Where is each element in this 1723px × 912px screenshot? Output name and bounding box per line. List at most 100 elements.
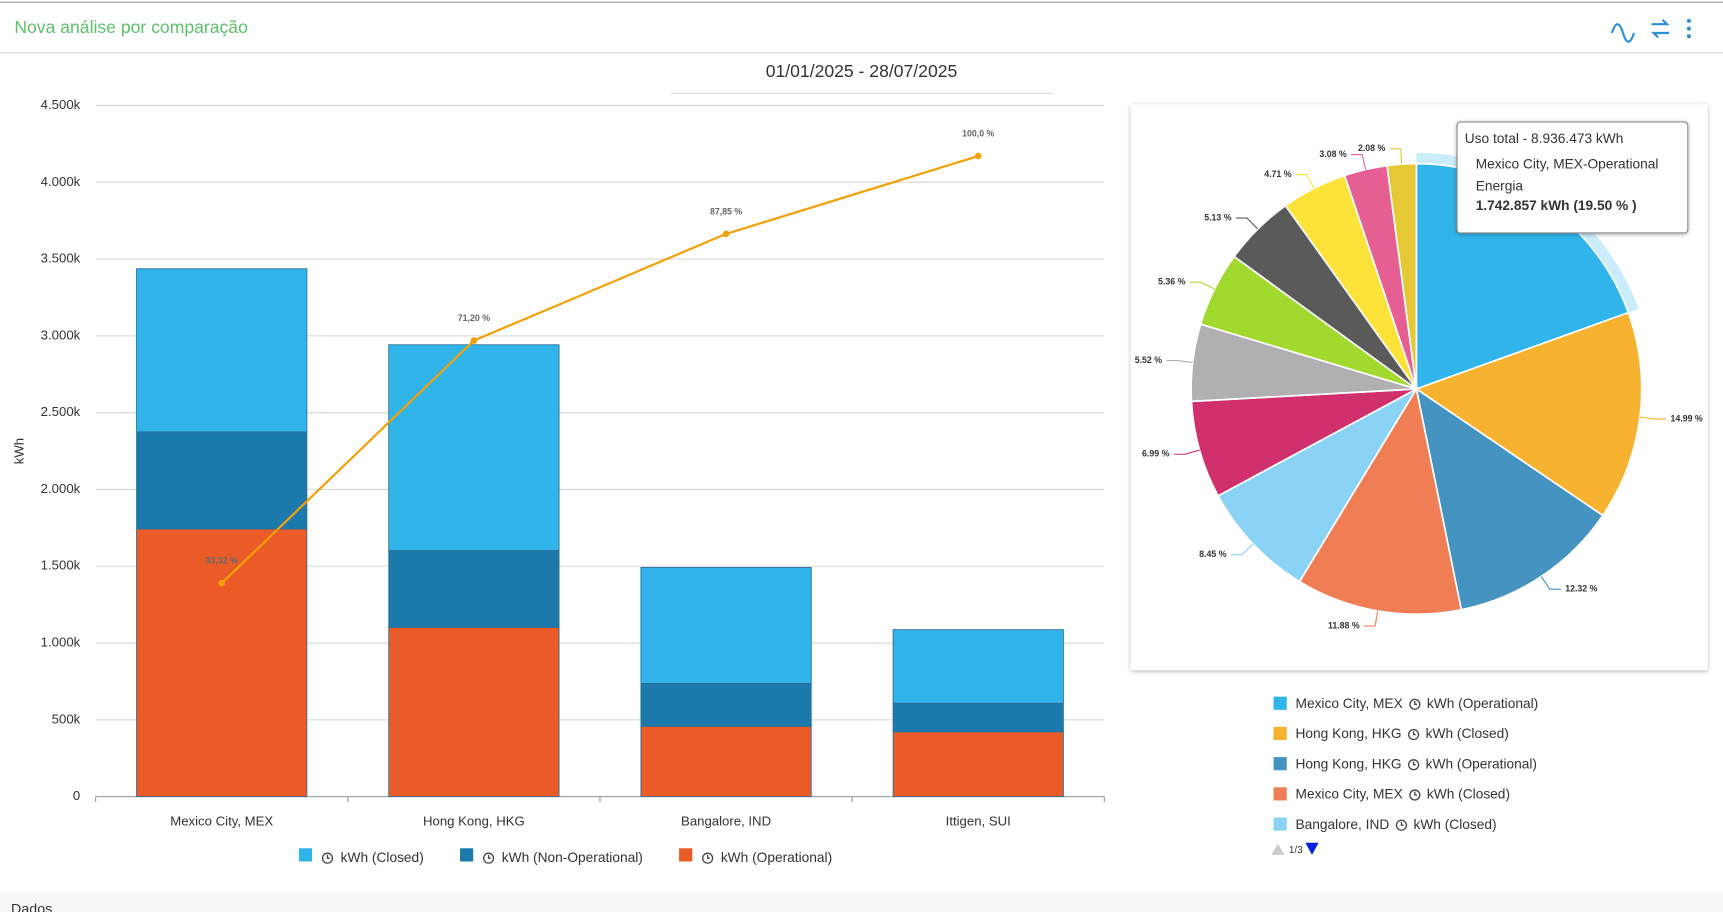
swap-button[interactable] [1651, 19, 1670, 39]
legend-label: kWh (Non-Operational) [502, 850, 643, 865]
footer-bar [0, 892, 1723, 912]
tooltip-title: Uso total - 8.936.473 kWh [1465, 131, 1624, 146]
pie-slice [1414, 311, 1643, 517]
pareto-point [722, 230, 730, 238]
panel-title: Nova análise por comparação [14, 17, 248, 37]
slice-label: 6.99 % [1142, 449, 1170, 459]
legend-icon [1395, 819, 1408, 831]
slice-label: 8.45 % [1199, 549, 1227, 559]
date-range[interactable]: 01/01/2025 - 28/07/2025 [766, 61, 958, 81]
pareto-point [470, 337, 478, 344]
y-tick-label: 500k [52, 711, 81, 726]
bar-segment [640, 725, 812, 798]
legend-swatch [679, 848, 693, 862]
leader-line [1364, 610, 1379, 627]
legend-swatch [460, 848, 474, 862]
y-tick-label: 2.500k [41, 404, 81, 419]
tooltip-box [1456, 121, 1689, 234]
chart-type-button[interactable] [1610, 23, 1636, 43]
x-tick-label: Bangalore, IND [681, 813, 771, 828]
legend-label: Bangalore, IND [1296, 817, 1390, 832]
slice-label: 11.88 % [1328, 620, 1360, 630]
leader-line [1166, 360, 1193, 363]
bar-segment [892, 702, 1064, 733]
legend-icon [1412, 731, 1416, 736]
x-tick-label: Mexico City, MEX [170, 813, 273, 828]
legend-icon [1414, 791, 1418, 796]
pie-slice [1216, 386, 1419, 583]
bar-segment [136, 431, 308, 530]
legend-icon [702, 852, 714, 864]
leader-line [1540, 576, 1561, 590]
bar-segment [388, 626, 560, 798]
pareto-line [220, 155, 979, 584]
legend-icon [1409, 698, 1421, 710]
legend-swatch [1273, 757, 1287, 771]
legend-icon [706, 854, 710, 859]
leader-line [1173, 449, 1200, 455]
x-tick-label: Ittigen, SUI [946, 813, 1011, 828]
y-tick-label: 1.000k [41, 635, 81, 650]
slice-label: 5.52 % [1135, 355, 1163, 365]
legend-measure: kWh (Operational) [1427, 696, 1538, 711]
pareto-label: 100,0 % [962, 128, 994, 138]
leader-line [1295, 174, 1315, 189]
legend-measure: kWh (Closed) [1413, 817, 1496, 832]
leader-line [1235, 217, 1259, 230]
slice-label: 3.08 % [1319, 149, 1347, 159]
bar-segment [892, 731, 1064, 798]
legend-icon [326, 854, 330, 859]
slice-label: 5.36 % [1158, 276, 1186, 286]
legend-label: Hong Kong, HKG [1296, 756, 1402, 771]
footer-label: Dados [11, 902, 52, 912]
legend-icon [487, 854, 491, 859]
pareto-label: 87,85 % [710, 206, 742, 216]
bar-segment [640, 682, 812, 727]
legend-label: Hong Kong, HKG [1296, 726, 1402, 741]
y-axis-label: kWh [11, 438, 26, 464]
legend-icon [321, 852, 334, 864]
slice-label: 5.13 % [1204, 212, 1232, 222]
legend-icon [1412, 761, 1416, 766]
legend-icon [1409, 789, 1421, 801]
y-tick-label: 3.000k [41, 327, 81, 342]
bar-segment [136, 528, 308, 798]
legend-swatch [1273, 696, 1287, 710]
legend-label: Mexico City, MEX [1296, 696, 1403, 711]
legend-next[interactable] [1305, 842, 1319, 855]
tooltip-line: Mexico City, MEX-Operational [1476, 156, 1659, 171]
legend-measure: kWh (Closed) [1426, 726, 1509, 741]
legend-label: Mexico City, MEX [1296, 787, 1403, 802]
legend-swatch [298, 848, 313, 862]
legend-icon [482, 852, 495, 864]
bar-segment [892, 629, 1064, 704]
legend-swatch [1273, 787, 1287, 801]
slice-label: 12.32 % [1565, 584, 1597, 594]
leader-line [1639, 416, 1667, 420]
legend-swatch [1273, 817, 1287, 831]
bar-segment [136, 268, 308, 433]
leader-line [1389, 148, 1403, 165]
legend-measure: kWh (Closed) [1427, 787, 1510, 802]
pareto-label: 71,20 % [458, 313, 490, 323]
menu-button[interactable] [1686, 18, 1691, 39]
x-tick-label: Hong Kong, HKG [423, 813, 525, 828]
y-tick-label: 4.000k [41, 174, 81, 189]
y-tick-label: 1.500k [41, 558, 81, 573]
y-tick-label: 3.500k [41, 251, 81, 266]
legend-icon [1400, 821, 1404, 826]
pareto-point [974, 152, 982, 160]
legend-prev [1271, 843, 1285, 855]
tooltip-line: 1.742.857 kWh (19.50 % ) [1476, 198, 1637, 213]
y-tick-label: 2.000k [41, 481, 81, 496]
pareto-point [218, 579, 226, 587]
slice-label: 2.08 % [1358, 143, 1386, 153]
legend-page: 1/3 [1289, 845, 1303, 856]
bar-segment [640, 567, 812, 684]
pie-slice [1386, 162, 1418, 390]
tooltip-line: Energia [1476, 178, 1524, 193]
bar-segment [388, 550, 560, 628]
y-tick-label: 0 [73, 788, 80, 803]
